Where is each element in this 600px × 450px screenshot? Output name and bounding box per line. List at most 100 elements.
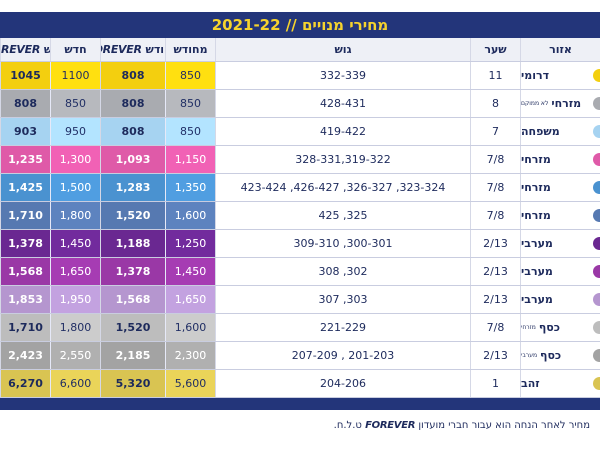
renew_forever: 1,568 [115, 293, 151, 306]
block: 428-431 [320, 97, 366, 110]
block: 425 ,325 [318, 209, 368, 222]
new-cell: 1,950 [50, 286, 100, 313]
new_forever: 1045 [10, 69, 41, 82]
header-cell: שער [470, 38, 520, 61]
block-cell: 332-339 [215, 62, 470, 89]
new-cell: 6,600 [50, 370, 100, 397]
zone-cell: מזרחי לא ממוקם [520, 90, 600, 117]
renew_forever-cell: 1,520 [100, 202, 165, 229]
block-cell: 204-206 [215, 370, 470, 397]
new_forever: 1,378 [8, 237, 43, 250]
new_forever-cell: 808 [0, 90, 50, 117]
footer-suffix: ט.ל.ח. [333, 420, 362, 431]
new_forever-cell: 903 [0, 118, 50, 145]
footer: מחיר לאחר הנחה הוא עבור חברי מועדון FORE… [334, 420, 590, 431]
new_forever: 2,423 [8, 349, 43, 362]
zone-dot [593, 265, 600, 278]
renew-cell: 850 [165, 62, 215, 89]
zone-sub: מזרחי [521, 324, 536, 331]
gate-cell: 2/13 [470, 286, 520, 313]
renew: 5,600 [174, 377, 207, 390]
renew_forever: 808 [121, 69, 145, 82]
renew-cell: 5,600 [165, 370, 215, 397]
block-cell: 423-424 ,426-427 ,326-327 ,323-324 [215, 174, 470, 201]
bottom-bar [0, 398, 600, 410]
header-label: חדש [64, 43, 87, 56]
new: 1,300 [59, 153, 92, 166]
block-cell: 221-229 [215, 314, 470, 341]
renew: 1,650 [174, 293, 207, 306]
gate: 7/8 [486, 209, 505, 222]
new_forever-cell: 1,378 [0, 230, 50, 257]
new-cell: 1100 [50, 62, 100, 89]
renew_forever-cell: 808 [100, 90, 165, 117]
header-label: אזור [549, 43, 572, 56]
header-cell: גוש [215, 38, 470, 61]
gate-cell: 7/8 [470, 146, 520, 173]
renew_forever-cell: 808 [100, 62, 165, 89]
title-bar: מחירי מנויים // 2021-22 [0, 12, 600, 38]
new-cell: 1,800 [50, 314, 100, 341]
gate: 2/13 [483, 293, 508, 306]
block-cell: 425 ,325 [215, 202, 470, 229]
renew_forever-cell: 1,520 [100, 314, 165, 341]
renew_forever-cell: 2,185 [100, 342, 165, 369]
new-cell: 1,650 [50, 258, 100, 285]
renew_forever: 1,188 [115, 237, 151, 250]
renew_forever: 1,093 [115, 153, 151, 166]
table-row: 1,568 1,650 1,378 1,450 308 ,302 2/13 מערבי [0, 258, 600, 286]
new_forever: 6,270 [8, 377, 43, 390]
new-cell: 1,450 [50, 230, 100, 257]
header-brand: FOREVER [1, 43, 41, 56]
gate: 7 [492, 125, 499, 138]
renew-cell: 850 [165, 118, 215, 145]
new_forever-cell: 6,270 [0, 370, 50, 397]
footer-brand: FOREVER [365, 420, 416, 431]
renew_forever: 1,283 [115, 181, 151, 194]
renew-cell: 850 [165, 90, 215, 117]
zone-dot [593, 321, 600, 334]
new-cell: 950 [50, 118, 100, 145]
block-cell: 428-431 [215, 90, 470, 117]
header-cell: חדש [50, 38, 100, 61]
zone-dot [593, 377, 600, 390]
zone-label: זהב [521, 377, 540, 390]
block: 328-331,319-322 [295, 153, 391, 166]
table-row: 1,425 1,500 1,283 1,350 423-424 ,426-427 ,32… [0, 174, 600, 202]
new: 2,550 [59, 349, 92, 362]
table-row: 903 950 808 850 419-422 7 משפחה [0, 118, 600, 146]
new_forever: 1,853 [8, 293, 43, 306]
renew_forever: 5,320 [115, 377, 151, 390]
table-row: 6,270 6,600 5,320 5,600 204-206 1 זהב [0, 370, 600, 398]
renew: 2,300 [174, 349, 207, 362]
header-cell: FOREVER חדש [0, 38, 50, 61]
table-row: 1,710 1,800 1,520 1,600 425 ,325 7/8 מזרחי [0, 202, 600, 230]
block: 423-424 ,426-427 ,326-327 ,323-324 [240, 181, 446, 194]
renew_forever-cell: 1,568 [100, 286, 165, 313]
zone-cell: מערבי [520, 258, 600, 285]
header-label: גוש [334, 43, 352, 56]
new_forever: 808 [14, 97, 37, 110]
new_forever: 1,568 [8, 265, 43, 278]
new: 6,600 [59, 377, 92, 390]
new_forever-cell: 1,425 [0, 174, 50, 201]
new_forever-cell: 1,235 [0, 146, 50, 173]
zone-dot [593, 153, 600, 166]
gate: 2/13 [483, 265, 508, 278]
gate: 7/8 [486, 153, 505, 166]
zone-label: כסף [538, 321, 560, 334]
zone-dot [593, 181, 600, 194]
new_forever-cell: 2,423 [0, 342, 50, 369]
new_forever: 1,710 [8, 321, 43, 334]
header-label: מחודש [173, 43, 208, 56]
renew_forever-cell: 5,320 [100, 370, 165, 397]
table-row: 2,423 2,550 2,185 2,300 207-209 , 201-203 2/1… [0, 342, 600, 370]
block-cell: 419-422 [215, 118, 470, 145]
gate-cell: 11 [470, 62, 520, 89]
renew_forever-cell: 1,378 [100, 258, 165, 285]
table-row: 1,710 1,800 1,520 1,600 221-229 7/8 כסף מזרחי [0, 314, 600, 342]
table-row: 1,853 1,950 1,568 1,650 307 ,303 2/13 מערבי [0, 286, 600, 314]
new-cell: 1,500 [50, 174, 100, 201]
block-cell: 309-310 ,300-301 [215, 230, 470, 257]
